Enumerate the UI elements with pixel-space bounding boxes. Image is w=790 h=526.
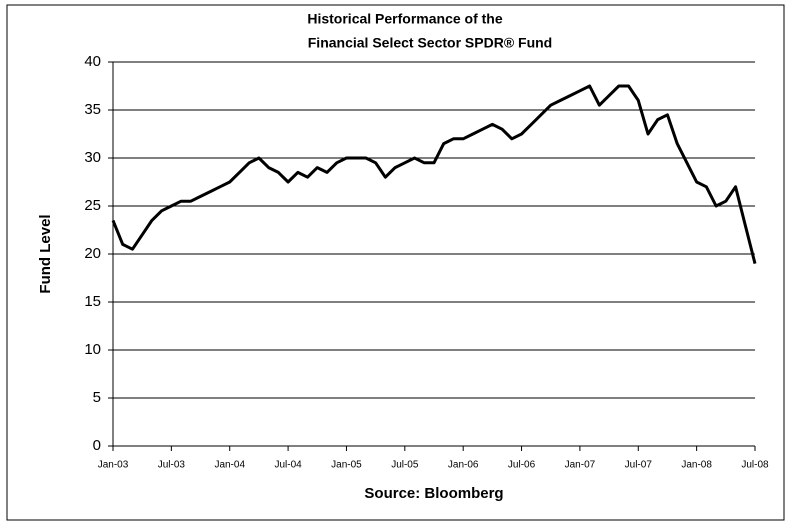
x-tick-label: Jan-08 bbox=[681, 460, 712, 471]
x-axis-label: Source: Bloomberg bbox=[364, 485, 503, 502]
x-tick-label: Jul-03 bbox=[158, 460, 186, 471]
y-tick-label: 15 bbox=[84, 293, 101, 310]
data-line bbox=[111, 84, 757, 264]
y-tick-label: 10 bbox=[84, 341, 101, 358]
y-tick-label: 35 bbox=[84, 101, 101, 118]
chart-title: Historical Performance of the bbox=[307, 11, 502, 27]
y-tick-label: 40 bbox=[84, 53, 101, 70]
chart-title: Financial Select Sector SPDR® Fund bbox=[308, 35, 552, 51]
y-tick-label: 20 bbox=[84, 245, 101, 262]
chart-frame bbox=[6, 4, 785, 521]
x-tick-label: Jul-05 bbox=[391, 460, 419, 471]
x-tick-label: Jan-04 bbox=[214, 460, 245, 471]
x-tick-label: Jul-06 bbox=[508, 460, 536, 471]
x-tick-label: Jan-03 bbox=[98, 460, 129, 471]
x-tick-label: Jan-06 bbox=[448, 460, 479, 471]
x-tick-label: Jul-04 bbox=[274, 460, 302, 471]
y-tick-label: 5 bbox=[93, 389, 101, 406]
x-tick-label: Jul-08 bbox=[741, 460, 769, 471]
x-tick-label: Jul-07 bbox=[625, 460, 653, 471]
x-tick-label: Jan-07 bbox=[565, 460, 596, 471]
y-tick-label: 25 bbox=[84, 197, 101, 214]
y-axis-label: Fund Level bbox=[37, 214, 54, 293]
x-tick-label: Jan-05 bbox=[331, 460, 362, 471]
y-tick-label: 0 bbox=[93, 437, 101, 454]
y-tick-label: 30 bbox=[84, 149, 101, 166]
